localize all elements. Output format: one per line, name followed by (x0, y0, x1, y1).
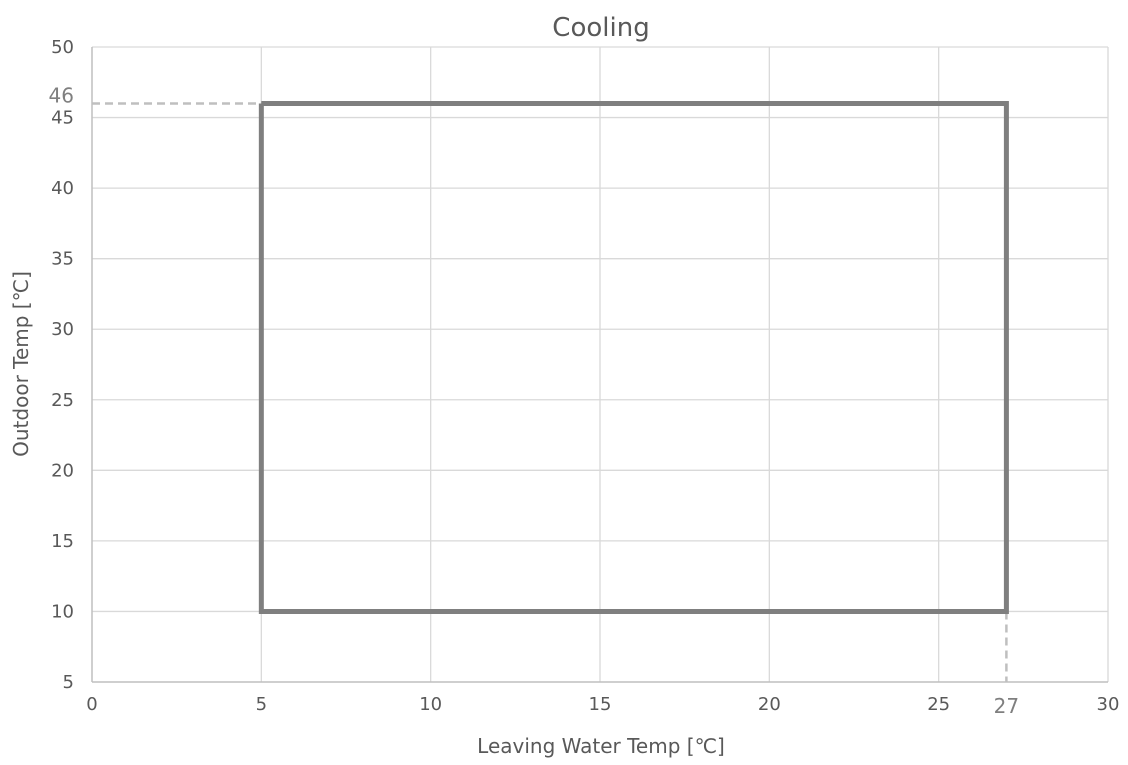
y-tick-label: 10 (51, 601, 74, 622)
x-tick-label: 15 (589, 694, 612, 715)
series-line-0 (258, 100, 1009, 614)
x-tick-label: 20 (758, 694, 781, 715)
axis-layer (91, 47, 1108, 683)
x-tick-label: 5 (256, 694, 267, 715)
series-layer (258, 100, 1009, 614)
y-tick-label: 20 (51, 460, 74, 481)
x-tick-label: 0 (86, 694, 97, 715)
y-tick-label: 15 (51, 531, 74, 552)
x-tick-label: 30 (1097, 694, 1120, 715)
x-tick-label: 25 (927, 694, 950, 715)
x-axis-title: Leaving Water Temp [℃] (477, 734, 725, 758)
y-tick-label: 30 (51, 319, 74, 340)
y-tick-label: 35 (51, 249, 74, 270)
y-tick-label: 25 (51, 390, 74, 411)
y-tick-label: 45 (51, 108, 74, 129)
grid-layer (92, 46, 1109, 682)
y-tick-label: 50 (51, 37, 74, 58)
y-axis-title: Outdoor Temp [℃] (9, 271, 33, 457)
annotation-label-46: 46 (49, 83, 74, 107)
x-tick-label: 10 (419, 694, 442, 715)
y-tick-label: 40 (51, 178, 74, 199)
annotation-label-27: 27 (994, 694, 1019, 718)
guide-layer (92, 102, 1008, 682)
y-tick-label: 5 (63, 672, 74, 693)
chart-title: Cooling (552, 13, 649, 43)
